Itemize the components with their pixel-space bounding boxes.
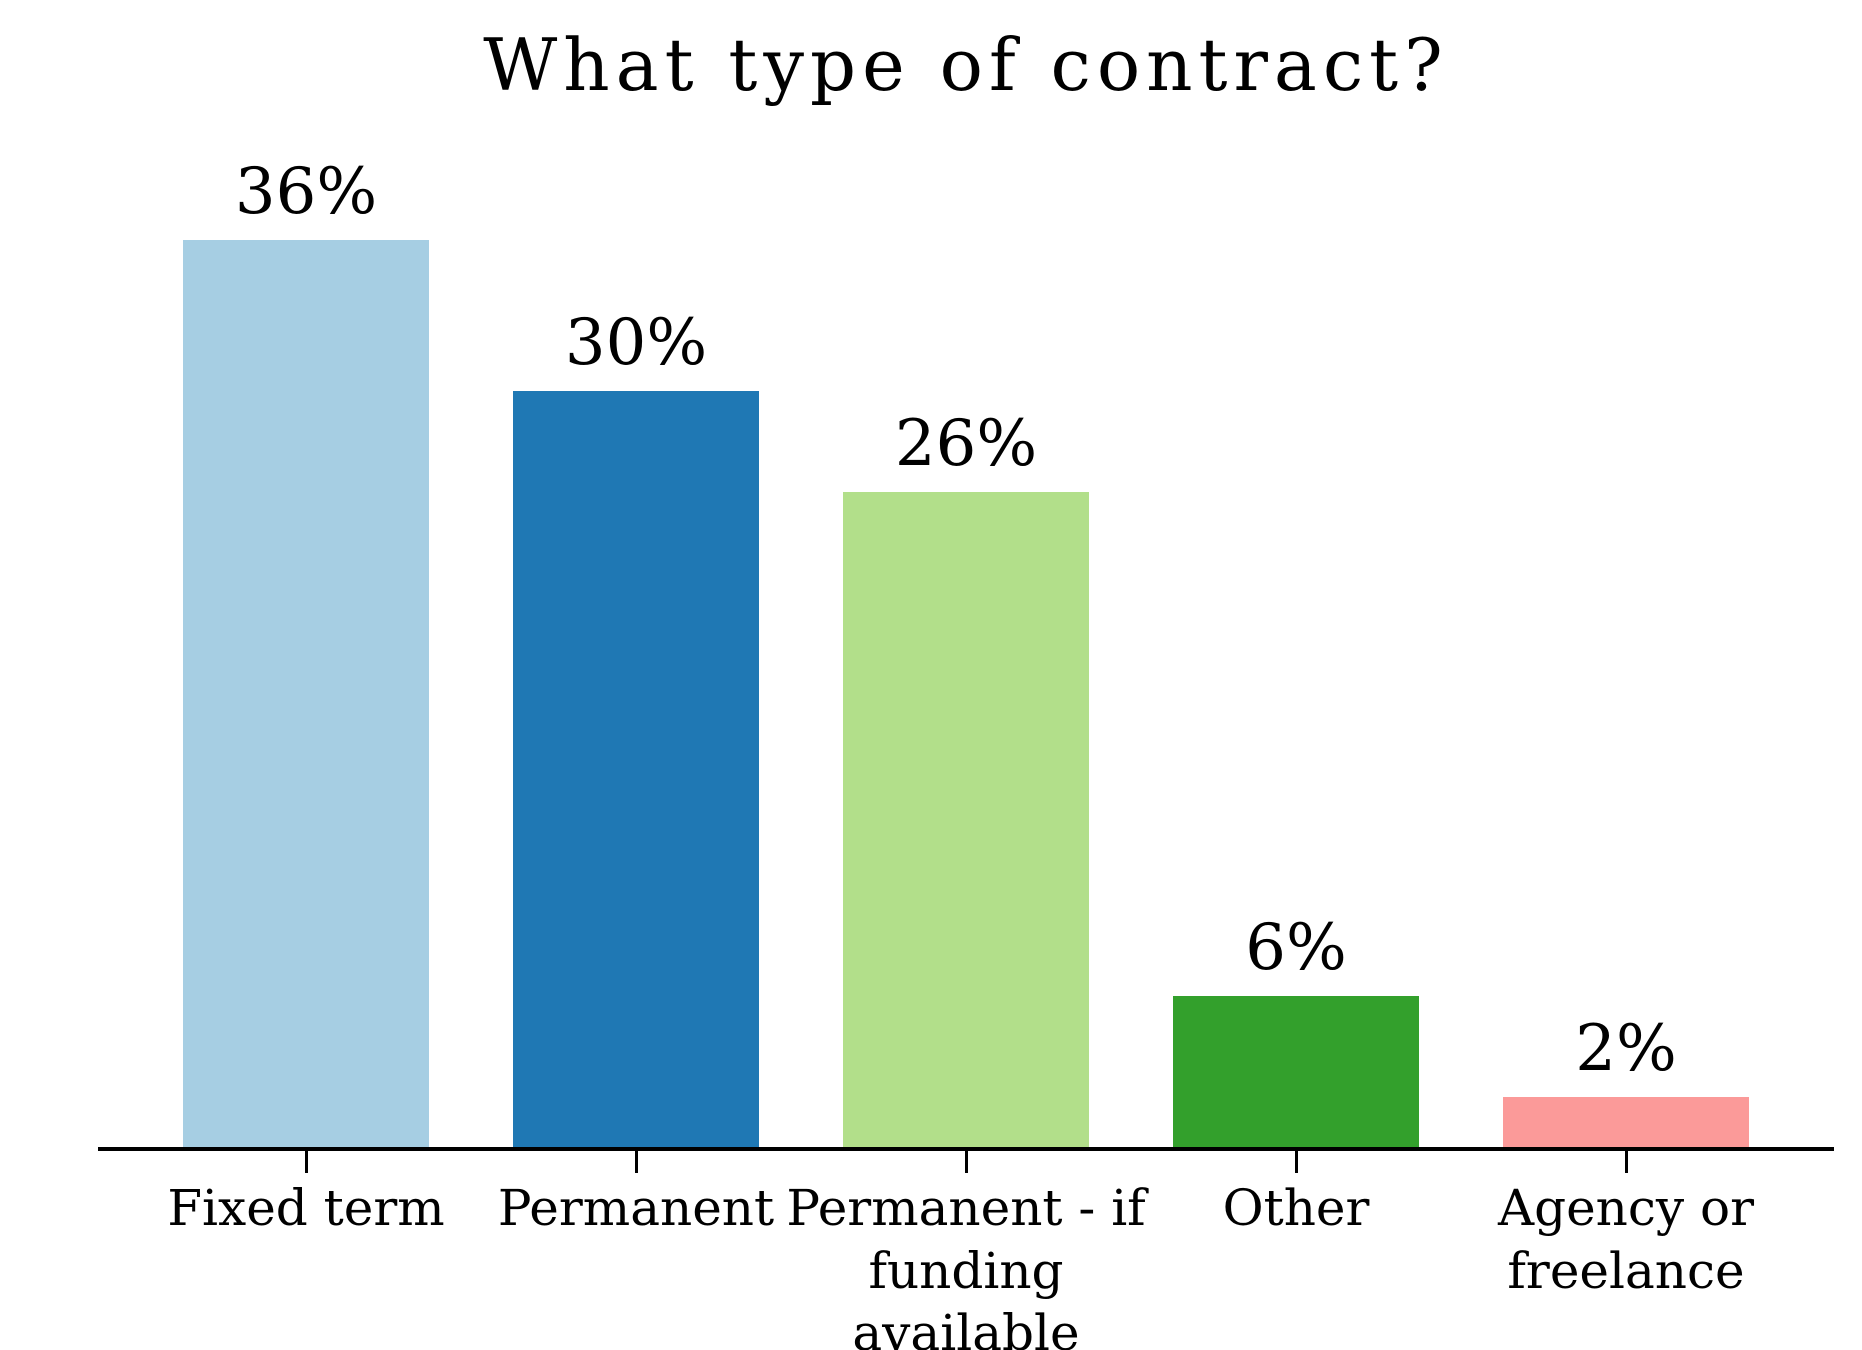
x-tick	[634, 1147, 638, 1173]
x-tick-label: Fixed term	[167, 1179, 445, 1237]
x-axis-line	[98, 1147, 1834, 1151]
bar-value-label: 26%	[894, 407, 1038, 482]
bar-value-label: 36%	[234, 155, 378, 230]
bar	[1503, 1097, 1749, 1147]
bar-value-label: 2%	[1575, 1012, 1677, 1087]
bar	[513, 391, 759, 1147]
x-tick-label: Permanent	[497, 1179, 775, 1237]
x-tick	[1624, 1147, 1628, 1173]
bar	[1173, 996, 1419, 1147]
x-tick	[964, 1147, 968, 1173]
x-tick-label: Agency or freelance	[1497, 1179, 1755, 1300]
x-tick-label: Other	[1222, 1179, 1370, 1237]
bar-value-label: 30%	[564, 306, 708, 381]
x-tick	[304, 1147, 308, 1173]
x-tick-label: Permanent - if funding available	[786, 1179, 1146, 1350]
x-tick	[1294, 1147, 1298, 1173]
bar	[843, 492, 1089, 1147]
chart-title: What type of contract?	[483, 23, 1449, 107]
bar	[183, 240, 429, 1147]
bar-value-label: 6%	[1245, 911, 1347, 986]
